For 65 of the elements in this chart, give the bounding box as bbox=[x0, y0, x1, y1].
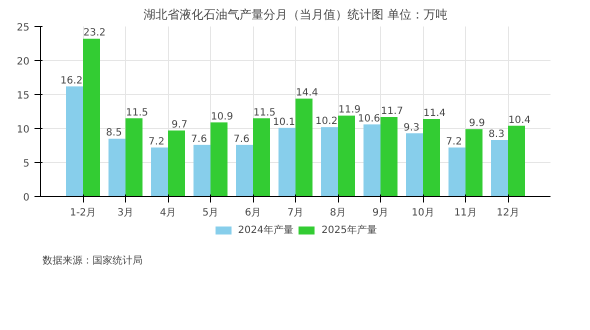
data-label: 7.2 bbox=[446, 136, 462, 148]
data-label: 9.9 bbox=[469, 118, 485, 130]
bar bbox=[466, 129, 482, 196]
source-note: 数据来源：国家统计局 bbox=[42, 254, 142, 266]
data-label: 8.3 bbox=[488, 129, 504, 140]
bar bbox=[338, 116, 355, 196]
bar bbox=[210, 122, 228, 196]
data-label: 11.5 bbox=[253, 107, 276, 118]
bar bbox=[236, 144, 253, 196]
bar bbox=[194, 144, 210, 196]
x-tick-label: 6月 bbox=[244, 208, 262, 218]
y-tick-label: 0 bbox=[23, 192, 30, 204]
x-tick-label: 12月 bbox=[496, 208, 520, 218]
bar bbox=[380, 116, 398, 196]
data-label: 9.7 bbox=[172, 120, 188, 131]
data-label: 16.2 bbox=[60, 75, 83, 86]
bar bbox=[508, 126, 525, 196]
bar bbox=[126, 118, 142, 196]
bar bbox=[491, 140, 508, 196]
bar bbox=[168, 130, 185, 196]
data-label: 8.5 bbox=[106, 128, 122, 139]
data-label: 11.5 bbox=[126, 107, 148, 118]
bar bbox=[448, 148, 466, 196]
data-label: 10.4 bbox=[508, 114, 531, 126]
bar bbox=[83, 38, 100, 196]
bar bbox=[66, 86, 83, 196]
bar bbox=[423, 118, 440, 196]
bar bbox=[321, 127, 338, 196]
data-label: 7.6 bbox=[191, 134, 207, 145]
x-tick-label: 4月 bbox=[160, 208, 176, 218]
y-tick-label: 5 bbox=[23, 158, 30, 170]
bar bbox=[151, 148, 168, 196]
data-label: 10.1 bbox=[272, 116, 296, 128]
chart-title: 湖北省液化石油气产量分月（当月值）统计图 单位：万吨 bbox=[144, 8, 448, 22]
x-tick-label: 10月 bbox=[412, 208, 434, 218]
bar bbox=[364, 124, 380, 196]
bar bbox=[108, 138, 126, 196]
x-tick-label: 5月 bbox=[202, 208, 219, 218]
data-label: 23.2 bbox=[83, 28, 106, 39]
data-label: 14.4 bbox=[296, 88, 318, 99]
x-tick-label: 7月 bbox=[287, 208, 304, 218]
bar bbox=[253, 118, 270, 196]
bar bbox=[278, 128, 296, 196]
y-tick-label: 15 bbox=[16, 90, 30, 102]
data-label: 11.7 bbox=[380, 106, 404, 117]
data-label: 10.2 bbox=[315, 116, 338, 128]
data-label: 7.2 bbox=[148, 136, 164, 148]
legend-label: 2024年产量 bbox=[238, 224, 294, 237]
legend-label: 2025年产量 bbox=[322, 224, 377, 237]
data-label: 10.9 bbox=[210, 111, 234, 122]
data-label: 11.9 bbox=[338, 104, 361, 116]
x-tick-label: 1-2月 bbox=[70, 208, 96, 218]
data-label: 11.4 bbox=[423, 108, 446, 119]
y-tick-label: 10 bbox=[16, 124, 30, 136]
x-tick-label: 3月 bbox=[117, 208, 134, 218]
bar bbox=[296, 98, 312, 196]
data-label: 9.3 bbox=[404, 122, 420, 134]
x-tick-label: 11月 bbox=[454, 208, 477, 218]
y-tick-label: 25 bbox=[16, 22, 30, 34]
data-label: 10.6 bbox=[358, 113, 380, 124]
data-label: 7.6 bbox=[234, 134, 250, 145]
y-tick-label: 20 bbox=[16, 56, 30, 68]
x-tick-label: 8月 bbox=[330, 208, 346, 218]
x-tick-label: 9月 bbox=[372, 208, 389, 218]
bar bbox=[406, 133, 423, 196]
